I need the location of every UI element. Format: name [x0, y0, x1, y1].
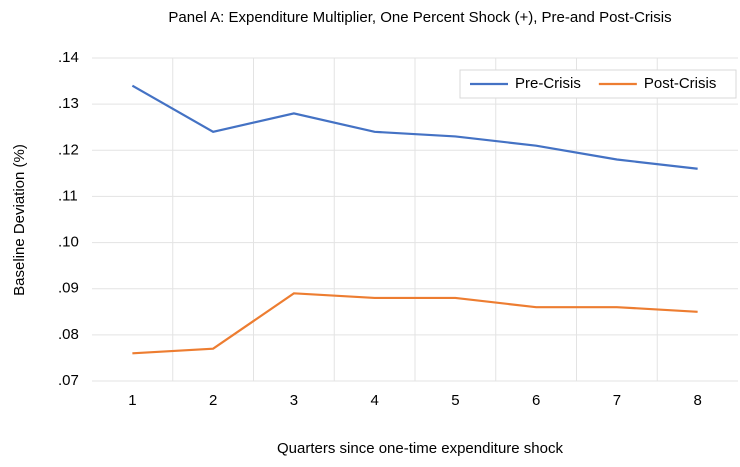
x-tick-label: 5	[451, 392, 459, 409]
y-tick-label: .13	[58, 95, 79, 112]
x-tick-label: 3	[290, 392, 298, 409]
x-tick-label: 2	[209, 392, 217, 409]
y-tick-label: .09	[58, 280, 79, 297]
legend-label: Pre-Crisis	[515, 75, 581, 92]
y-axis-label: Baseline Deviation (%)	[11, 144, 28, 296]
legend-label: Post-Crisis	[644, 75, 717, 92]
legend: Pre-Crisis Post-Crisis	[459, 69, 737, 99]
chart-title: Panel A: Expenditure Multiplier, One Per…	[168, 9, 671, 26]
y-tick-label: .07	[58, 372, 79, 389]
y-tick-label: .11	[58, 187, 78, 204]
x-tick-label: 4	[370, 392, 378, 409]
y-tick-label: .12	[58, 141, 79, 158]
x-tick-label: 8	[693, 392, 701, 409]
y-tick-label: .14	[58, 49, 79, 66]
x-tick-label: 7	[613, 392, 621, 409]
y-tick-label: .10	[58, 234, 79, 251]
x-tick-label: 6	[532, 392, 540, 409]
x-axis-label: Quarters since one-time expenditure shoc…	[277, 440, 563, 457]
line-series	[132, 292, 698, 355]
x-tick-label: 1	[128, 392, 136, 409]
line-series	[131, 84, 698, 170]
y-tick-label: .08	[58, 326, 79, 343]
